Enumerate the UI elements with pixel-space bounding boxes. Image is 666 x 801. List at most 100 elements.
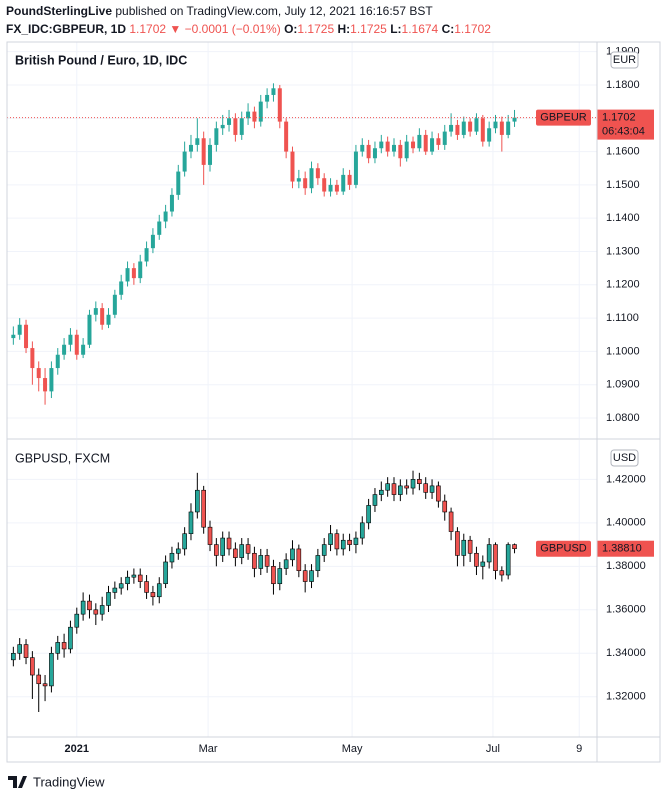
- candle-body: [429, 485, 435, 493]
- candle-body: [17, 644, 22, 654]
- candle-body: [493, 121, 498, 129]
- candle-body: [144, 581, 149, 593]
- candle-body: [252, 552, 257, 569]
- candle-body: [201, 489, 206, 528]
- candle-body: [461, 121, 466, 135]
- candle-body: [487, 128, 492, 142]
- candle-body: [486, 544, 492, 563]
- candle-body: [277, 568, 283, 585]
- candle-body: [309, 168, 314, 189]
- candle-body: [125, 268, 130, 282]
- symbol-tag: [536, 109, 591, 126]
- candle-body: [138, 261, 143, 279]
- candle-body: [157, 221, 162, 235]
- candle-body: [341, 174, 346, 192]
- y-tick-label: 1.34000: [606, 647, 646, 659]
- candle-body: [480, 118, 485, 142]
- symbol-tag-label: GBPEUR: [540, 112, 587, 124]
- price-tag-label: 1.38810: [602, 543, 642, 555]
- candle-body: [398, 485, 403, 495]
- candle-body: [106, 314, 111, 325]
- pane-title: GBPUSD, FXCM: [15, 451, 110, 465]
- candle-body: [302, 570, 308, 582]
- candle-body: [328, 533, 333, 545]
- candle-body: [49, 652, 54, 687]
- candle-body: [239, 544, 245, 558]
- candle-body: [322, 178, 327, 192]
- candle-body: [512, 117, 517, 122]
- candle-body: [296, 548, 302, 571]
- candle-body: [379, 489, 384, 495]
- candle-body: [182, 151, 187, 172]
- candle-body: [106, 592, 111, 606]
- logo-icon: [8, 776, 27, 788]
- candle-body: [68, 334, 73, 345]
- candle-body: [156, 583, 162, 598]
- ohlc-value: 1.1702: [454, 22, 491, 36]
- candle-body: [290, 548, 295, 561]
- candle-body: [182, 533, 187, 550]
- candle-body: [131, 268, 136, 279]
- candle-body: [417, 134, 422, 149]
- y-tick-label: 1.1600: [606, 145, 640, 157]
- y-tick-label: 1.32000: [606, 691, 646, 703]
- candle-body: [417, 479, 422, 485]
- candle-body: [163, 211, 168, 222]
- candle-body: [11, 652, 16, 661]
- candle-body: [321, 544, 327, 556]
- candle-body: [290, 151, 295, 182]
- x-tick-label: 2021: [65, 743, 89, 755]
- candle-body: [74, 334, 79, 355]
- y-tick-label: 1.36000: [606, 604, 646, 616]
- candle-body: [93, 308, 98, 315]
- candle-body: [461, 539, 467, 556]
- currency-box: [610, 449, 639, 467]
- y-tick-label: 1.1100: [606, 312, 639, 324]
- candle-body: [36, 674, 42, 685]
- candle-body: [49, 368, 54, 392]
- candle-body: [448, 511, 454, 532]
- y-tick-label: 1.0900: [606, 379, 640, 391]
- plot-area: 2021 Mar May Jul 9 1.0800 1.0900 1.1000 1.1100 1.…: [7, 42, 654, 755]
- x-tick-label: Jul: [486, 743, 500, 755]
- candle-body: [55, 354, 60, 369]
- candle-body: [220, 537, 225, 556]
- candle-body: [303, 178, 308, 189]
- candle-body: [112, 294, 117, 315]
- candle-body: [474, 118, 479, 132]
- candle-body: [436, 138, 441, 145]
- header-line-1: PoundSterlingLive published on TradingVi…: [6, 4, 433, 18]
- candle-body: [499, 570, 505, 576]
- y-tick-label: 1.42000: [606, 473, 646, 485]
- candle-body: [328, 184, 333, 192]
- candle-body: [315, 168, 320, 179]
- price-tag: [597, 540, 654, 557]
- candle-body: [239, 118, 244, 135]
- candle-body: [150, 234, 155, 249]
- candle-body: [360, 144, 365, 152]
- candle-body: [68, 626, 73, 650]
- candle-body: [169, 552, 175, 563]
- candle-body: [36, 368, 41, 379]
- ohlc-value: 1.1725: [297, 22, 334, 36]
- y-tick-label: 1.40000: [606, 517, 646, 529]
- candle-body: [188, 144, 193, 152]
- brand: TradingView: [33, 774, 105, 789]
- symbol-tag-label: GBPUSD: [540, 543, 587, 555]
- y-tick-label: 1.1500: [606, 179, 640, 191]
- candle-body: [404, 141, 409, 159]
- candle-body: [30, 657, 35, 676]
- change: −0.0001 (−0.01%): [185, 22, 281, 36]
- candle-body: [347, 174, 352, 185]
- candle-body: [284, 121, 289, 152]
- candle-body: [411, 141, 416, 149]
- candle-body: [385, 141, 390, 152]
- candle-body: [246, 111, 251, 119]
- candle-body: [315, 555, 321, 571]
- candle-body: [505, 544, 511, 576]
- y-tick-label: 1.1400: [606, 212, 640, 224]
- candle-body: [385, 483, 390, 491]
- countdown: 06:43:04: [602, 126, 645, 138]
- candle-body: [340, 539, 346, 550]
